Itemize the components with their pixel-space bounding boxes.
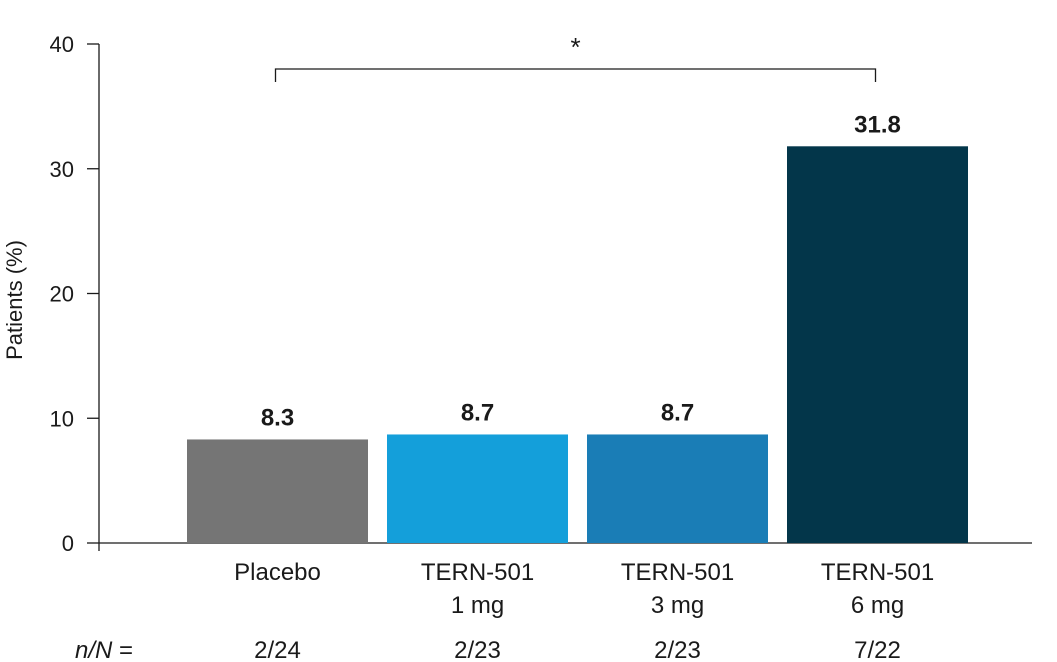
n-row-label: n/N = bbox=[75, 637, 133, 662]
category-label: Placebo bbox=[234, 559, 321, 586]
category-label: TERN-501 bbox=[421, 559, 534, 586]
y-tick-label: 30 bbox=[50, 157, 74, 182]
bar-value-label: 31.8 bbox=[854, 111, 901, 138]
bars bbox=[187, 146, 968, 544]
n-value: 2/23 bbox=[654, 637, 701, 662]
significance-bracket bbox=[274, 68, 877, 82]
category-label: TERN-501 bbox=[621, 559, 734, 586]
category-label: 6 mg bbox=[851, 592, 904, 619]
labels: 8.3 8.7 8.7 31.8 Placebo TERN-501 1 mg TERN-501… bbox=[75, 32, 934, 662]
n-value: 7/22 bbox=[854, 637, 901, 662]
bar bbox=[787, 146, 968, 544]
y-tick-label: 10 bbox=[50, 406, 74, 431]
bar bbox=[387, 434, 568, 543]
category-label: 3 mg bbox=[651, 592, 704, 619]
bar-value-label: 8.3 bbox=[261, 404, 294, 431]
y-tick-label: 20 bbox=[50, 282, 74, 307]
bar-value-label: 8.7 bbox=[461, 399, 494, 426]
n-row-label-suffix: = bbox=[112, 637, 133, 662]
n-value: 2/23 bbox=[454, 637, 501, 662]
significance-marker: * bbox=[570, 32, 580, 62]
n-row-label-italic: n/N bbox=[75, 637, 113, 662]
n-value: 2/24 bbox=[254, 637, 301, 662]
y-tick-label: 0 bbox=[62, 531, 74, 556]
y-tick-label: 40 bbox=[50, 32, 74, 57]
bar bbox=[587, 434, 768, 543]
category-label: 1 mg bbox=[451, 592, 504, 619]
bar bbox=[187, 439, 368, 543]
y-axis-label: Patients (%) bbox=[2, 240, 27, 360]
category-label: TERN-501 bbox=[821, 559, 934, 586]
bar-value-label: 8.7 bbox=[661, 399, 694, 426]
